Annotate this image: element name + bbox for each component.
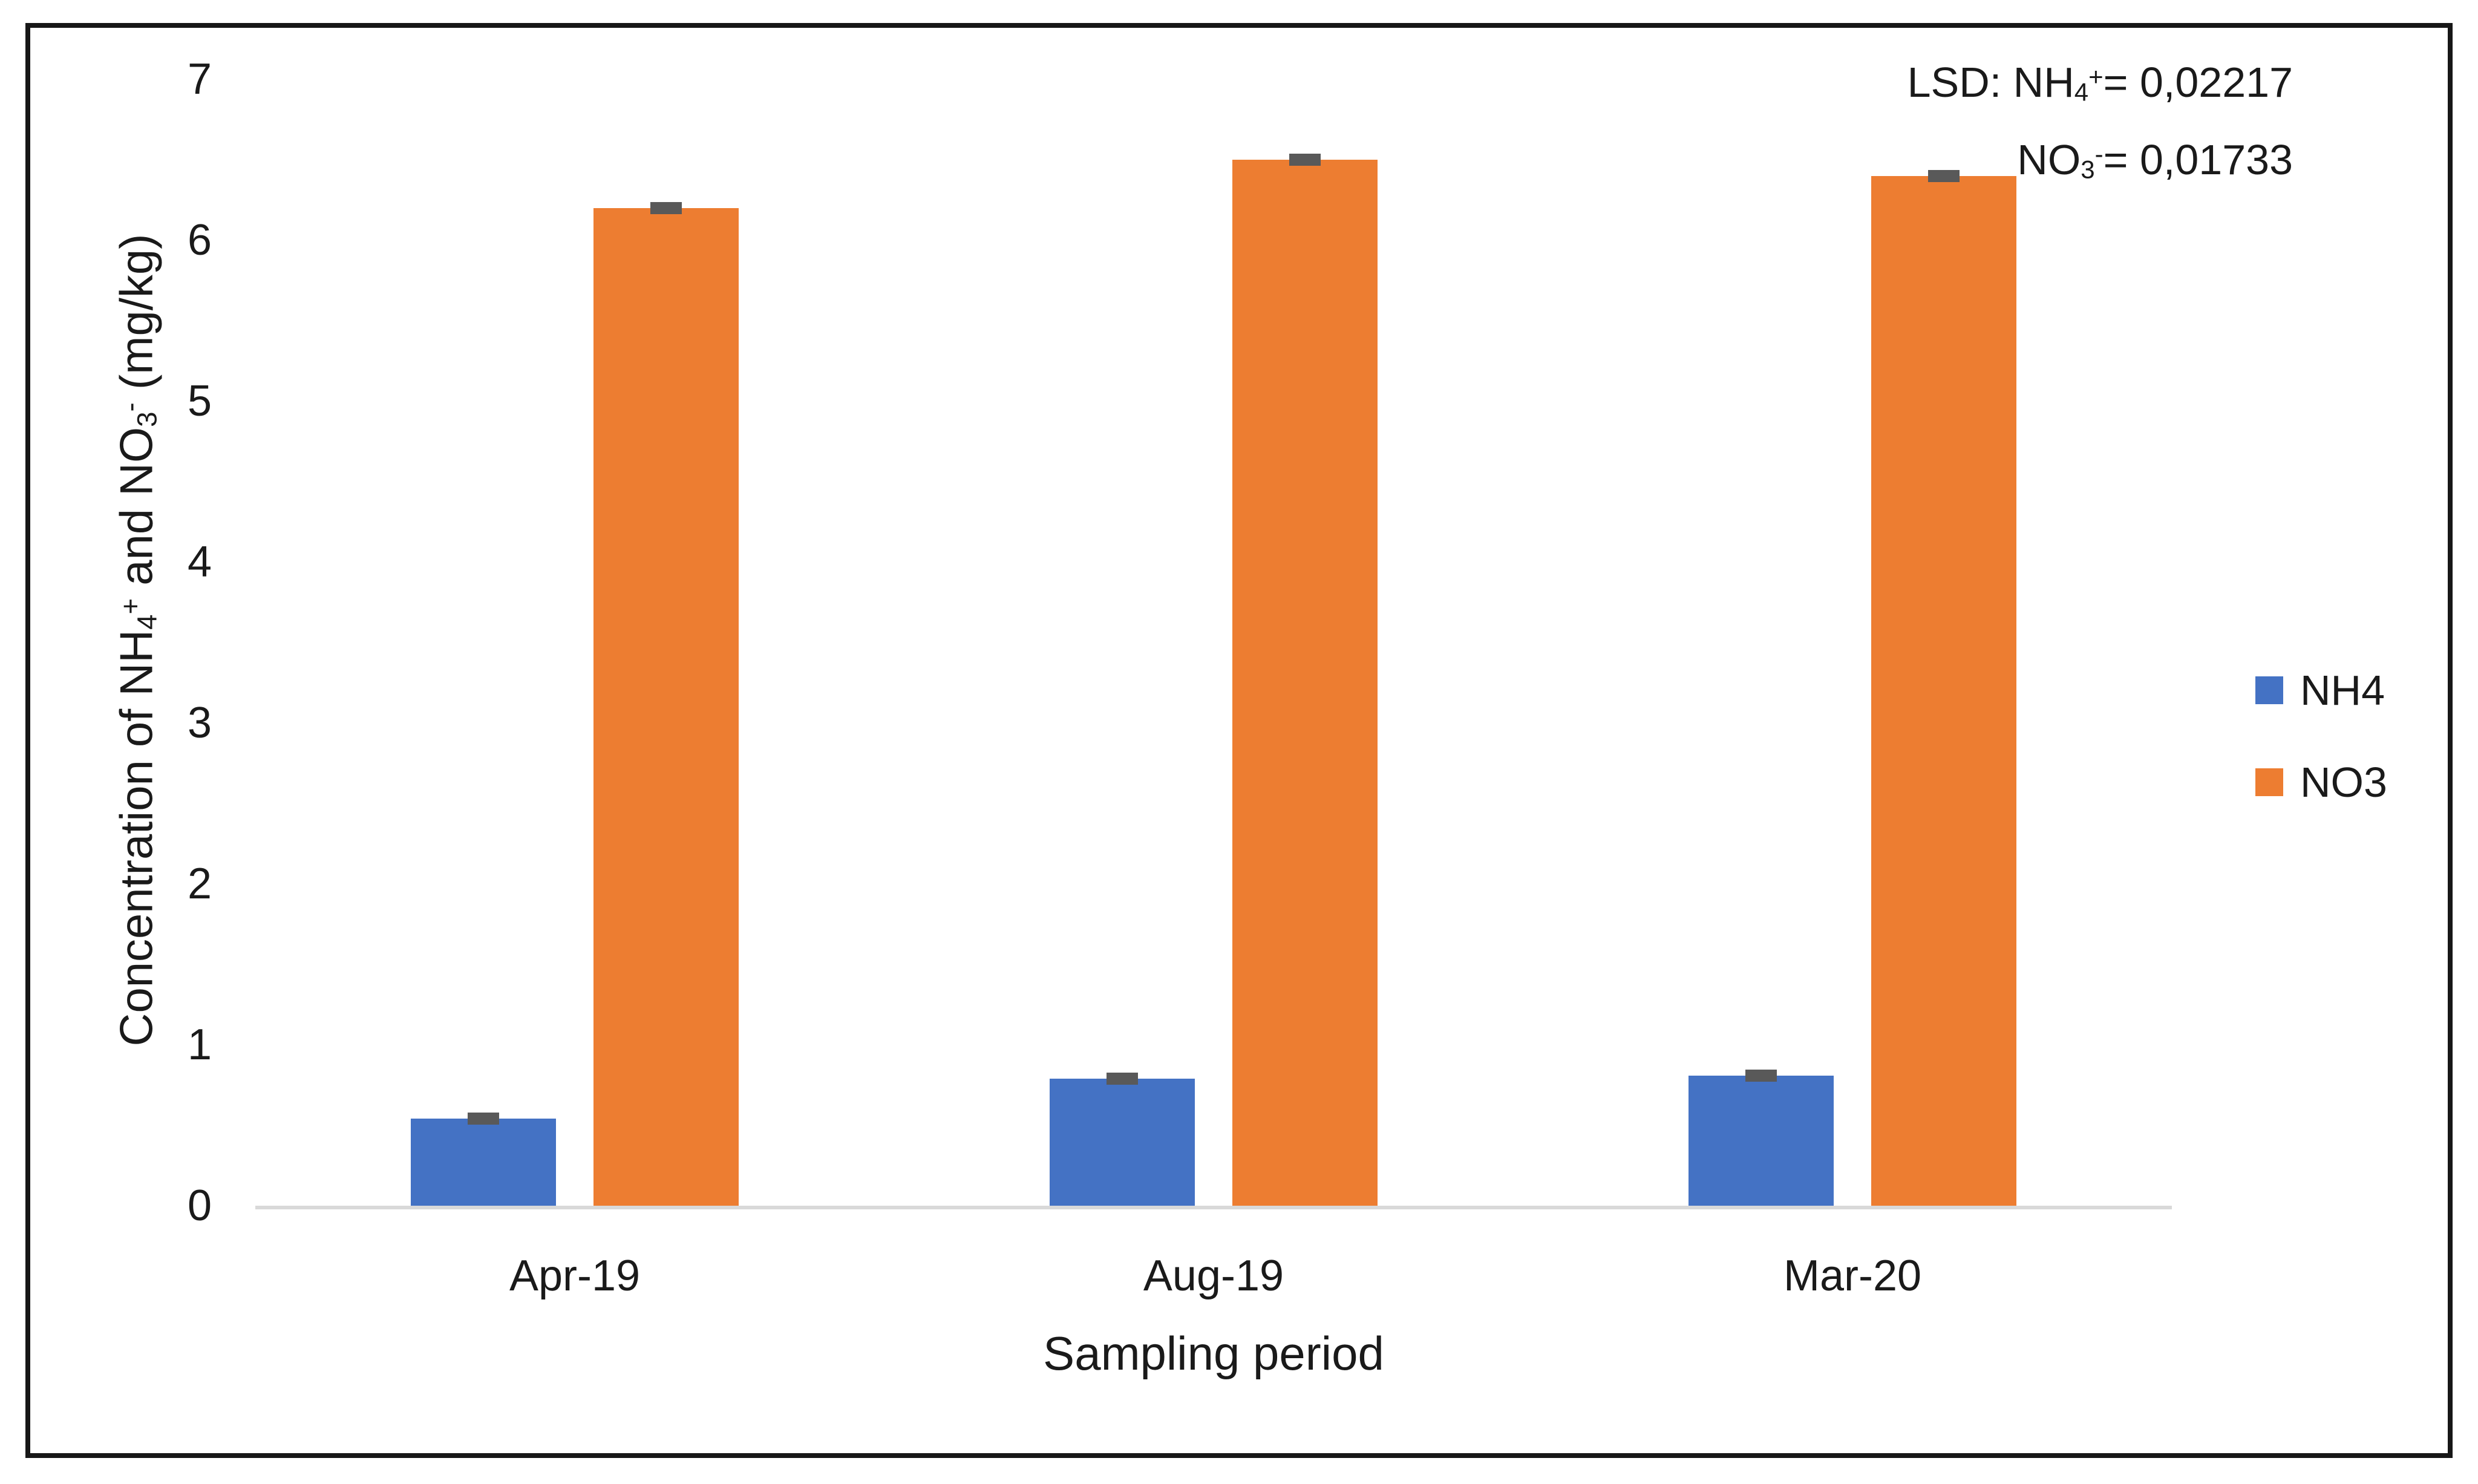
annotation-line-2: NO3-= 0,01733: [1908, 123, 2293, 201]
y-tick-label: 7: [187, 55, 212, 103]
text-sup: +: [2088, 62, 2104, 91]
error-bar-cap-no3-mar-20: [1928, 170, 1960, 182]
error-bar-cap-nh4-mar-20: [1745, 1070, 1777, 1082]
y-tick-label: 2: [187, 860, 212, 908]
text-sup: +: [114, 598, 146, 615]
category-label-apr-19: Apr-19: [509, 1252, 641, 1300]
category-label-aug-19: Aug-19: [1143, 1252, 1284, 1300]
error-bar-cap-nh4-apr-19: [468, 1113, 499, 1125]
text-run: NO: [2017, 136, 2081, 183]
legend-item-nh4: NH4: [2255, 664, 2387, 716]
y-axis-title: Concentration of NH4+ and NO3- (mg/kg): [110, 234, 163, 1047]
legend-label-no3: NO3: [2300, 759, 2387, 806]
lsd-annotation: LSD: NH4+= 0,02217 NO3-= 0,01733: [1908, 46, 2293, 200]
annotation-line-1: LSD: NH4+= 0,02217: [1908, 46, 2293, 123]
text-run: = 0,02217: [2103, 58, 2293, 106]
legend-label-nh4: NH4: [2300, 667, 2385, 714]
text-run: and NO: [111, 427, 163, 598]
text-run: = 0,01733: [2103, 136, 2293, 183]
legend-swatch-no3: [2255, 768, 2283, 796]
error-bar-cap-no3-aug-19: [1289, 154, 1321, 166]
text-run: Concentration of NH: [111, 629, 163, 1047]
y-tick-label: 3: [187, 699, 212, 747]
legend-swatch-nh4: [2255, 676, 2283, 704]
y-tick-label: 6: [187, 216, 212, 264]
text-sup: -: [114, 402, 146, 412]
y-tick-label: 1: [187, 1021, 212, 1069]
y-tick-label: 0: [187, 1182, 212, 1230]
legend-item-no3: NO3: [2255, 756, 2387, 808]
text-sup: -: [2094, 139, 2104, 168]
y-tick-label: 4: [187, 538, 212, 586]
error-bar-cap-no3-apr-19: [650, 202, 682, 214]
text-sub: 4: [131, 614, 163, 630]
text-run: LSD: NH: [1907, 58, 2074, 106]
bar-nh4-aug-19: [1050, 1079, 1195, 1206]
text-sub: 4: [2074, 77, 2089, 106]
x-axis-title: Sampling period: [1043, 1327, 1384, 1380]
error-bar-cap-nh4-aug-19: [1107, 1073, 1138, 1085]
bar-no3-mar-20: [1871, 176, 2016, 1206]
text-run: (mg/kg): [111, 234, 163, 403]
text-sub: 3: [131, 411, 163, 427]
bar-no3-apr-19: [593, 208, 739, 1206]
x-axis-line: [255, 1206, 2172, 1209]
text-sub: 3: [2081, 155, 2095, 184]
y-tick-label: 5: [187, 377, 212, 425]
bar-nh4-mar-20: [1689, 1076, 1834, 1206]
bar-nh4-apr-19: [411, 1119, 556, 1206]
legend: NH4 NO3: [2255, 664, 2387, 808]
bar-no3-aug-19: [1232, 160, 1378, 1206]
category-label-mar-20: Mar-20: [1783, 1252, 1922, 1300]
